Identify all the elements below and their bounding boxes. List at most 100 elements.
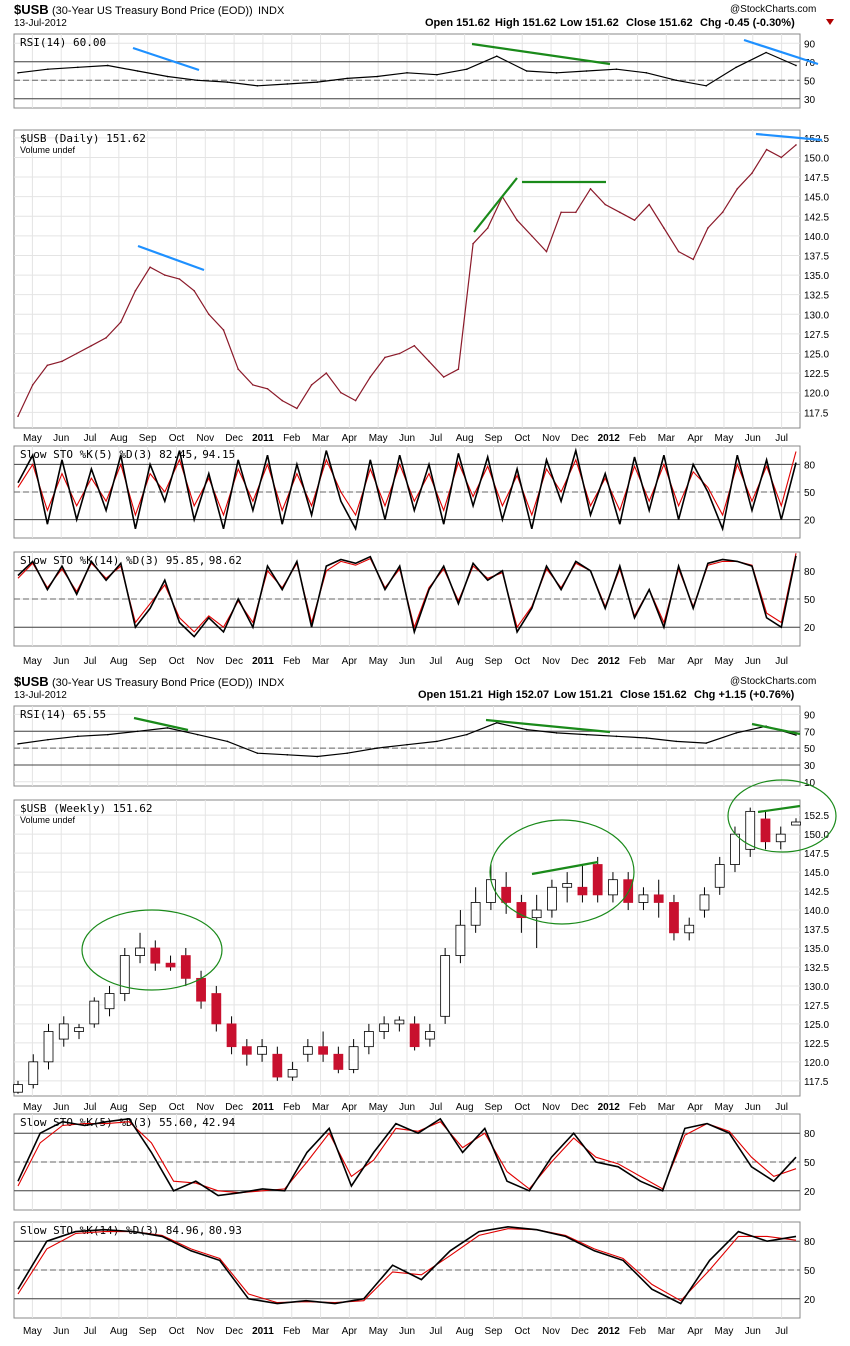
x-tick-label: Jun xyxy=(745,433,761,444)
x-tick-label: Mar xyxy=(658,656,676,667)
data-point xyxy=(286,83,289,85)
data-point xyxy=(442,376,445,378)
data-point xyxy=(222,329,225,331)
y-tick-label: 150.0 xyxy=(804,153,829,164)
data-point xyxy=(119,321,122,323)
x-tick-label: Apr xyxy=(687,433,703,444)
x-tick-label: Mar xyxy=(312,1326,330,1337)
x-tick-label: Jun xyxy=(399,1326,415,1337)
series-k-line xyxy=(17,1117,797,1197)
data-point xyxy=(486,227,489,229)
x-tick-label: May xyxy=(715,433,734,444)
candle-body xyxy=(13,1084,23,1093)
data-point xyxy=(149,266,151,269)
low-top: Low 151.62 xyxy=(560,17,619,29)
x-tick-label: 2011 xyxy=(252,433,274,444)
legend-d: 42.94 xyxy=(202,1116,235,1129)
x-tick-label: Jul xyxy=(429,656,442,667)
x-tick-label: Nov xyxy=(542,1102,560,1113)
y-tick-label: 117.5 xyxy=(804,1077,829,1088)
x-tick-label: Dec xyxy=(225,1102,243,1113)
data-point xyxy=(585,733,588,736)
y-tick-label: 120.0 xyxy=(804,389,829,400)
series-k-line xyxy=(17,447,797,532)
y-tick-label: 50 xyxy=(804,488,816,499)
candle-body xyxy=(348,1046,359,1070)
data-point xyxy=(675,740,678,743)
x-tick-label: Aug xyxy=(110,656,128,667)
data-point xyxy=(525,70,528,72)
y-tick-label: 145.0 xyxy=(804,868,829,879)
y-tick-label: 140.0 xyxy=(804,232,829,243)
data-point xyxy=(316,81,319,83)
y-tick-label: 80 xyxy=(804,460,816,471)
x-tick-label: Nov xyxy=(196,656,214,667)
x-tick-label: Mar xyxy=(658,1326,676,1337)
data-point xyxy=(90,344,93,347)
data-point xyxy=(466,733,468,736)
data-point xyxy=(677,250,680,253)
chg-bottom: Chg +1.15 (+0.76%) xyxy=(694,689,795,701)
series-k-line xyxy=(17,1225,797,1305)
x-tick-label: Oct xyxy=(169,656,185,667)
data-point xyxy=(75,352,78,355)
data-point xyxy=(77,735,79,738)
x-tick-label: May xyxy=(23,1326,42,1337)
data-point xyxy=(178,278,181,280)
data-point xyxy=(17,743,19,745)
x-tick-label: May xyxy=(715,656,734,667)
description-bottom: (30-Year US Treasury Bond Price (EOD)) xyxy=(52,677,253,689)
x-tick-label: Feb xyxy=(283,433,301,444)
x-tick-label: Apr xyxy=(687,1326,703,1337)
data-point xyxy=(166,727,169,729)
x-tick-label: May xyxy=(369,1102,388,1113)
x-tick-label: Jun xyxy=(53,1326,69,1337)
data-point xyxy=(406,72,408,74)
y-tick-label: 145.0 xyxy=(804,193,829,204)
x-tick-label: 2012 xyxy=(598,1102,621,1113)
x-tick-label: Nov xyxy=(542,656,560,667)
y-tick-label: 135.0 xyxy=(804,944,829,955)
x-tick-label: 2012 xyxy=(598,433,621,444)
x-tick-label: Apr xyxy=(342,433,358,444)
data-point xyxy=(208,313,210,316)
candle-body xyxy=(592,864,603,896)
x-tick-label: Oct xyxy=(514,656,530,667)
watermark-top: @StockCharts.com xyxy=(730,4,816,15)
data-point xyxy=(466,68,468,70)
trend-line-green xyxy=(531,860,599,876)
data-point xyxy=(555,72,558,74)
candle-body xyxy=(623,879,634,903)
data-point xyxy=(31,384,34,386)
x-tick-label: Aug xyxy=(456,1102,474,1113)
candle-body xyxy=(226,1023,237,1048)
y-tick-label: 152.5 xyxy=(804,811,829,822)
trend-line-green xyxy=(485,718,611,734)
candle-body xyxy=(196,977,206,1002)
y-tick-label: 125.0 xyxy=(804,1020,829,1031)
x-tick-label: Jul xyxy=(775,1326,788,1337)
x-tick-label: Aug xyxy=(110,433,128,444)
candle-body xyxy=(653,894,664,903)
x-tick-label: May xyxy=(23,656,42,667)
x-tick-label: Feb xyxy=(283,1326,301,1337)
y-tick-label: 20 xyxy=(804,623,816,634)
trend-line-blue xyxy=(132,46,200,72)
candle-body xyxy=(562,883,573,888)
legend: RSI(14) 65.55 xyxy=(20,708,106,721)
x-tick-label: Feb xyxy=(629,433,647,444)
trend-line-green xyxy=(751,722,801,736)
description-top: (30-Year US Treasury Bond Price (EOD)) xyxy=(52,5,253,17)
data-point xyxy=(281,399,284,402)
data-point xyxy=(193,289,195,292)
candle-body xyxy=(28,1061,39,1086)
open-bottom: Open 151.21 xyxy=(418,689,483,701)
y-tick-label: 90 xyxy=(804,39,816,50)
x-tick-label: Aug xyxy=(110,1326,128,1337)
x-tick-label: May xyxy=(715,1102,734,1113)
candle-body xyxy=(119,955,130,994)
x-tick-label: Sep xyxy=(139,433,157,444)
candle-body xyxy=(409,1023,420,1048)
x-tick-label: Apr xyxy=(687,1102,703,1113)
